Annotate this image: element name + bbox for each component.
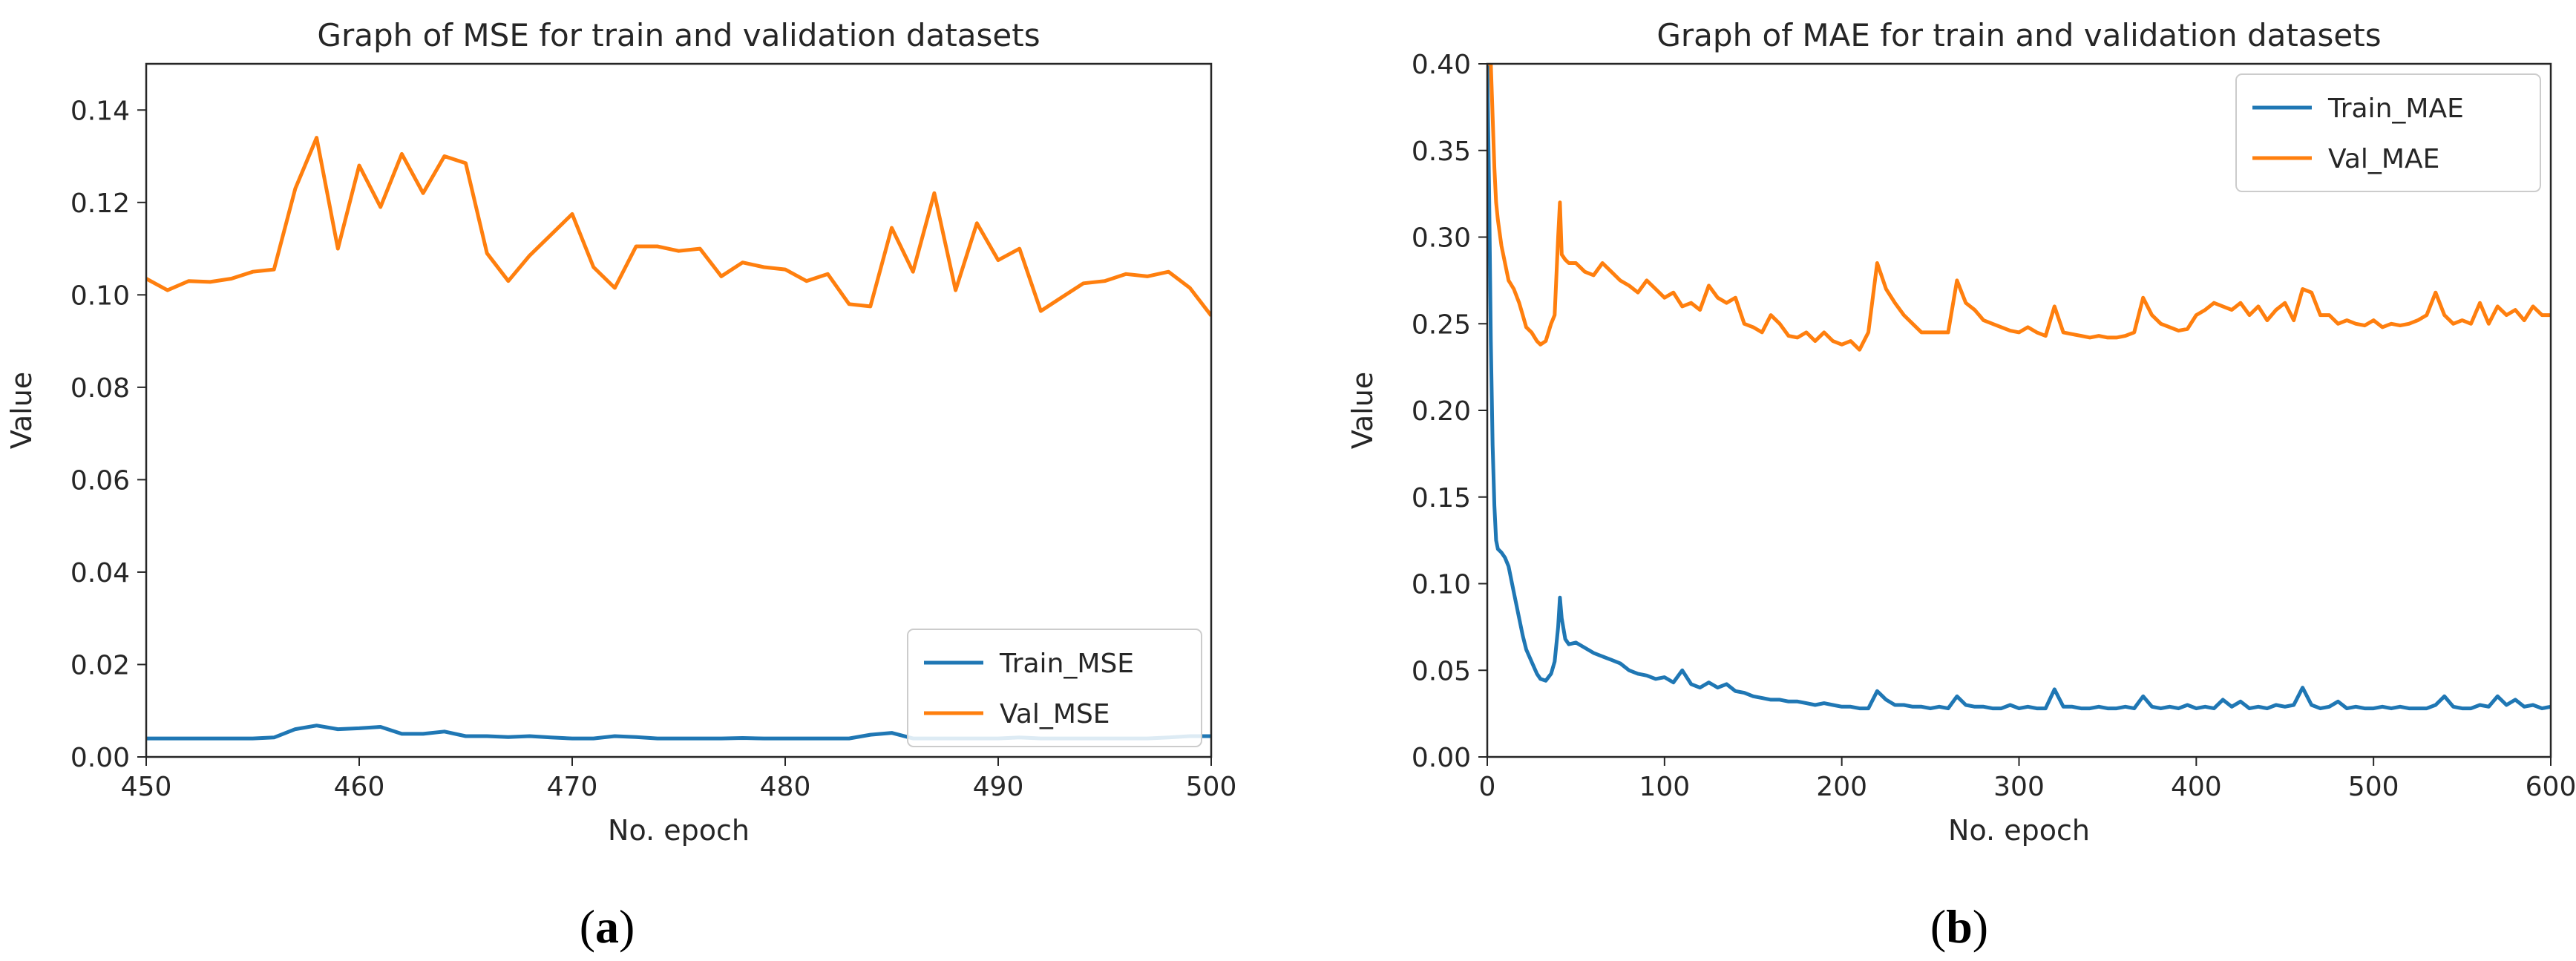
mae-xtick-label-2: 200: [1816, 772, 1867, 802]
mse-ytick-label-7: 0.14: [71, 96, 130, 126]
mae-ytick-label-0: 0.00: [1412, 743, 1471, 773]
mae-series-train-mae-line: [1487, 64, 2551, 711]
mae-xaxis-label: No. epoch: [1948, 814, 2090, 847]
mae-series-val-mae-line: [1487, 64, 2551, 352]
mse-ytick-label-2: 0.04: [71, 558, 130, 588]
mae-ytick-label-1: 0.05: [1412, 656, 1471, 686]
mse-ytick-label-0: 0.00: [71, 743, 130, 773]
mae-ytick-label-3: 0.15: [1412, 483, 1471, 514]
mae-legend-label-1: Val_MAE: [2328, 144, 2439, 174]
mae-yaxis-label: Value: [1346, 372, 1379, 449]
mae-ytick-label-8: 0.40: [1412, 50, 1471, 80]
mae-ytick-label-2: 0.10: [1412, 570, 1471, 600]
mae-xtick-label-4: 400: [2171, 772, 2222, 802]
mse-xtick-label-0: 450: [121, 772, 172, 802]
caption-a-letter: a: [595, 900, 619, 953]
mse-ytick-label-3: 0.06: [71, 465, 130, 496]
caption-b-letter: b: [1946, 900, 1973, 953]
mse-series-val-mse-line: [146, 136, 1211, 317]
caption-a: (a): [579, 900, 635, 953]
mae-xtick-label-5: 500: [2348, 772, 2399, 802]
mse-ytick-label-4: 0.08: [71, 373, 130, 404]
caption-b: (b): [1930, 900, 1989, 953]
mae-xtick-label-6: 600: [2526, 772, 2576, 802]
mse-xtick-label-3: 480: [760, 772, 811, 802]
mae-plot-frame: [1486, 62, 2552, 758]
mse-xaxis-label: No. epoch: [608, 814, 750, 847]
mse-xtick-label-2: 470: [547, 772, 598, 802]
mae-xtick-label-3: 300: [1993, 772, 2045, 802]
mse-plot-frame: [145, 62, 1213, 758]
mse-ytick-label-1: 0.02: [71, 650, 130, 680]
mse-xtick-label-5: 500: [1186, 772, 1237, 802]
mse-xtick-label-1: 460: [334, 772, 385, 802]
mae-ytick-label-4: 0.20: [1412, 396, 1471, 427]
mse-legend-label-0: Train_MSE: [999, 649, 1134, 679]
mae-legend-box: [2235, 73, 2541, 192]
mse-ytick-label-5: 0.10: [71, 281, 130, 311]
mae-legend-label-0: Train_MAE: [2327, 94, 2464, 124]
mae-ytick-label-5: 0.25: [1412, 309, 1471, 340]
mse-chart-title: Graph of MSE for train and validation da…: [317, 17, 1040, 53]
mse-legend-box: [907, 629, 1202, 747]
mae-ytick-label-7: 0.35: [1412, 137, 1471, 167]
mae-xtick-label-0: 0: [1479, 772, 1496, 802]
mae-xtick-label-1: 100: [1639, 772, 1690, 802]
mse-yaxis-label: Value: [5, 372, 38, 449]
mse-legend-label-1: Val_MSE: [1000, 699, 1110, 729]
mae-chart-title: Graph of MAE for train and validation da…: [1656, 17, 2381, 53]
mse-xtick-label-4: 490: [973, 772, 1024, 802]
mae-ytick-label-6: 0.30: [1412, 223, 1471, 254]
mse-ytick-label-6: 0.12: [71, 188, 130, 219]
